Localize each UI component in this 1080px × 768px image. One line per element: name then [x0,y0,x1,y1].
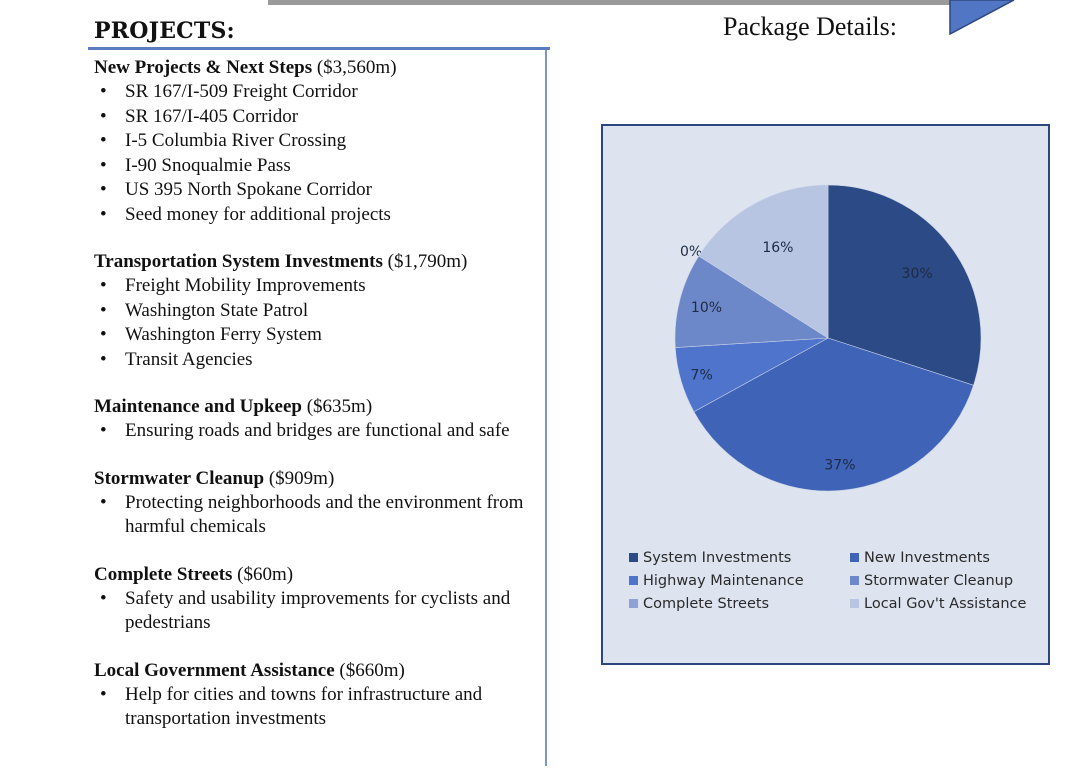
corner-arrow-icon [949,0,1015,36]
legend-swatch-icon [850,553,859,562]
section-bullet-list: Protecting neighborhoods and the environ… [94,491,539,540]
bullet-item: Seed money for additional projects [94,203,539,228]
pie-data-label: 16% [762,240,793,256]
legend-item: New Investments [850,547,1040,568]
section-title-text: Maintenance and Upkeep [94,396,302,417]
bullet-item: Ensuring roads and bridges are functiona… [94,419,539,444]
section-title: Complete Streets ($60m) [94,562,539,587]
package-details-label: Package Details: [723,12,897,41]
bullet-item: I-5 Columbia River Crossing [94,129,539,154]
section-title-text: New Projects & Next Steps [94,57,313,78]
section-bullet-list: SR 167/I-509 Freight CorridorSR 167/I-40… [94,80,539,227]
section-title: Stormwater Cleanup ($909m) [94,466,539,491]
pie-data-label: 30% [902,266,933,282]
pie-chart: 30% 37% 7% 10% 0% 16% [674,184,982,492]
legend-swatch-icon [850,599,859,608]
legend-item: Highway Maintenance [629,570,850,591]
bullet-item: I-90 Snoqualmie Pass [94,154,539,179]
pie-slice [698,184,829,339]
section-title: New Projects & Next Steps ($3,560m) [94,55,539,80]
legend-label: Local Gov't Assistance [864,595,1027,612]
pie-data-label: 10% [691,300,722,316]
legend-label: Complete Streets [643,595,770,612]
section-amount: ($635m) [301,396,373,417]
project-section: Stormwater Cleanup ($909m)Protecting nei… [94,466,539,540]
bullet-item: Safety and usability improvements for cy… [94,587,539,636]
pie-slice [827,184,982,386]
section-amount: ($909m) [264,467,335,489]
legend-swatch-icon [629,599,638,608]
section-amount: ($60m) [232,563,294,585]
section-title: Transportation System Investments ($1,79… [94,249,539,274]
bullet-item: SR 167/I-509 Freight Corridor [94,80,539,105]
section-title: Maintenance and Upkeep ($635m) [94,394,539,419]
section-title: Local Government Assistance ($660m) [94,658,539,683]
bullet-item: Washington Ferry System [94,323,539,348]
bullet-item: Protecting neighborhoods and the environ… [94,491,539,540]
legend-item: Stormwater Cleanup [850,570,1040,591]
section-bullet-list: Freight Mobility ImprovementsWashington … [94,274,539,372]
section-bullet-list: Safety and usability improvements for cy… [94,587,539,636]
project-section: Maintenance and Upkeep ($635m)Ensuring r… [94,394,539,444]
legend-item: Complete Streets [629,593,850,614]
legend-label: Highway Maintenance [643,572,804,589]
chart-legend: System Investments New Investments Highway… [629,547,1039,614]
legend-item: System Investments [629,547,850,568]
projects-list: New Projects & Next Steps ($3,560m)SR 16… [94,55,539,754]
section-amount: ($1,790m) [382,251,468,272]
legend-swatch-icon [629,576,638,585]
section-amount: ($3,560m) [312,57,397,78]
pie-data-label: 37% [824,457,855,473]
project-section: Complete Streets ($60m)Safety and usabil… [94,562,539,636]
top-divider-bar [268,0,958,5]
bullet-item: Help for cities and towns for infrastruc… [94,683,539,732]
pie-data-label: 0% [680,244,702,260]
project-section: Transportation System Investments ($1,79… [94,249,539,372]
project-section: Local Government Assistance ($660m)Help … [94,658,539,732]
project-section: New Projects & Next Steps ($3,560m)SR 16… [94,55,539,227]
bullet-item: US 395 North Spokane Corridor [94,178,539,203]
pie-slice [693,337,974,492]
section-amount: ($660m) [334,659,405,681]
projects-heading: PROJECTS: [94,18,235,44]
section-title-text: Stormwater Cleanup [94,467,265,489]
bullet-item: Freight Mobility Improvements [94,274,539,299]
legend-swatch-icon [850,576,859,585]
column-divider [545,50,547,766]
legend-label: New Investments [864,549,990,566]
pie-data-label: 7% [691,368,713,384]
legend-item: Local Gov't Assistance [850,593,1040,614]
bullet-item: Transit Agencies [94,348,539,373]
section-bullet-list: Ensuring roads and bridges are functiona… [94,419,539,444]
section-title-text: Complete Streets [94,563,233,585]
pie-slice [674,255,829,348]
legend-swatch-icon [629,553,638,562]
section-title-text: Transportation System Investments [94,251,383,272]
section-bullet-list: Help for cities and towns for infrastruc… [94,683,539,732]
heading-rule [88,47,550,50]
bullet-item: Washington State Patrol [94,299,539,324]
bullet-item: SR 167/I-405 Corridor [94,105,539,130]
legend-label: System Investments [643,549,792,566]
section-title-text: Local Government Assistance [94,659,335,681]
legend-label: Stormwater Cleanup [864,572,1014,589]
pie-chart-panel: 30% 37% 7% 10% 0% 16% System Investments New I… [601,124,1050,665]
